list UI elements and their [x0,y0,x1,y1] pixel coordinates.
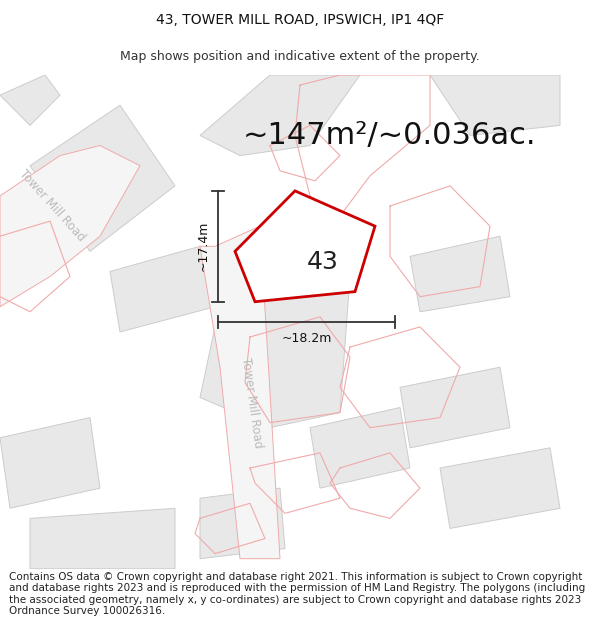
Polygon shape [440,448,560,529]
Polygon shape [30,508,175,569]
Polygon shape [410,236,510,312]
Polygon shape [200,75,360,156]
Text: 43: 43 [307,251,339,274]
Polygon shape [110,246,215,332]
Polygon shape [200,488,285,559]
Polygon shape [400,368,510,448]
Polygon shape [0,75,60,126]
Polygon shape [310,408,410,488]
Text: 43, TOWER MILL ROAD, IPSWICH, IP1 4QF: 43, TOWER MILL ROAD, IPSWICH, IP1 4QF [156,12,444,26]
Text: Tower Mill Road: Tower Mill Road [17,168,88,244]
Polygon shape [430,75,560,136]
Polygon shape [30,105,175,251]
Polygon shape [235,191,375,302]
Text: Contains OS data © Crown copyright and database right 2021. This information is : Contains OS data © Crown copyright and d… [9,572,585,616]
Polygon shape [200,226,280,559]
Polygon shape [0,146,140,307]
Text: ~17.4m: ~17.4m [197,221,210,271]
Polygon shape [0,418,100,508]
Text: ~147m²/~0.036ac.: ~147m²/~0.036ac. [243,121,537,150]
Polygon shape [200,256,350,428]
Text: Map shows position and indicative extent of the property.: Map shows position and indicative extent… [120,50,480,62]
Text: Tower Mill Road: Tower Mill Road [239,356,265,449]
Text: ~18.2m: ~18.2m [281,332,332,345]
